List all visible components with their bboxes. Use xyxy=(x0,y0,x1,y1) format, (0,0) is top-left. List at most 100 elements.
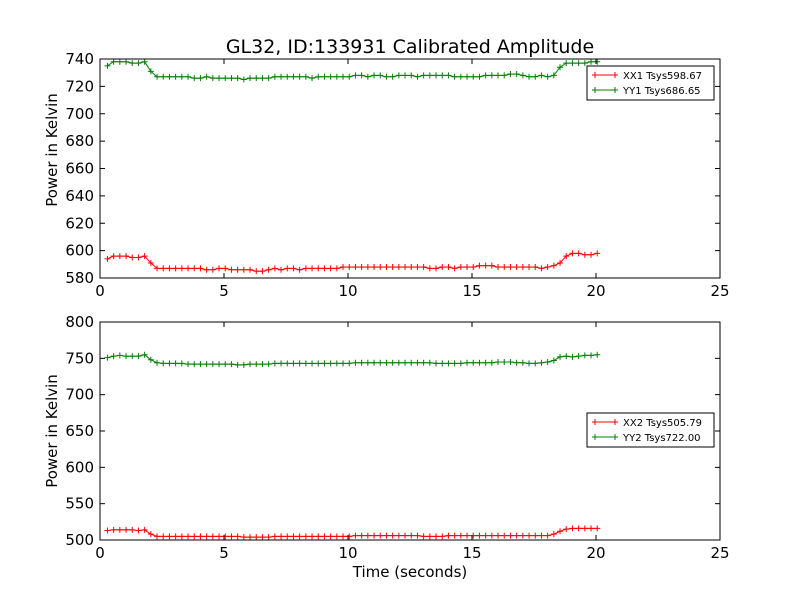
legend-label: XX1 Tsys598.67 xyxy=(623,71,702,82)
data-point xyxy=(185,361,192,368)
data-point xyxy=(488,532,495,539)
data-point xyxy=(544,358,551,365)
data-point xyxy=(191,533,198,540)
data-point xyxy=(290,533,297,540)
data-point xyxy=(302,360,309,367)
data-point xyxy=(538,532,545,539)
data-point xyxy=(290,265,297,272)
data-point xyxy=(482,359,489,366)
data-point xyxy=(216,75,223,82)
data-point xyxy=(439,264,446,271)
data-point xyxy=(569,353,576,360)
data-point xyxy=(123,353,130,360)
data-point xyxy=(470,359,477,366)
x-tick-label: 10 xyxy=(338,282,357,300)
data-point xyxy=(482,532,489,539)
y-tick-label: 720 xyxy=(65,77,94,95)
data-point xyxy=(383,73,390,80)
data-point xyxy=(420,264,427,271)
data-point xyxy=(110,253,117,260)
x-tick-label: 5 xyxy=(219,544,229,562)
data-point xyxy=(464,532,471,539)
data-point xyxy=(327,265,334,272)
data-point xyxy=(495,358,502,365)
data-point xyxy=(166,73,173,80)
data-point xyxy=(302,265,309,272)
data-point xyxy=(234,533,241,540)
data-point xyxy=(110,526,117,533)
data-point xyxy=(476,73,483,80)
data-point xyxy=(135,353,142,360)
data-point xyxy=(594,525,601,532)
y-tick-label: 700 xyxy=(65,105,94,123)
data-point xyxy=(569,250,576,257)
data-point xyxy=(203,73,210,80)
data-point xyxy=(178,265,185,272)
plot-bottom: 0 5 10 15 20 25 500 550 600 650 700 750 800 XX2 Tsys5… xyxy=(65,313,729,562)
data-point xyxy=(346,264,353,271)
data-point xyxy=(371,359,378,366)
x-axis-label: Time (seconds) xyxy=(352,563,468,581)
data-point xyxy=(532,532,539,539)
data-point xyxy=(141,526,148,533)
data-point xyxy=(315,73,322,80)
data-point xyxy=(185,265,192,272)
data-point xyxy=(470,73,477,80)
data-point xyxy=(315,360,322,367)
data-point xyxy=(333,265,340,272)
data-point xyxy=(557,528,564,535)
data-point xyxy=(588,352,595,359)
data-point xyxy=(333,73,340,80)
data-point xyxy=(265,266,272,273)
data-point xyxy=(457,360,464,367)
data-point xyxy=(290,360,297,367)
data-point xyxy=(395,264,402,271)
data-point xyxy=(358,264,365,271)
data-point xyxy=(538,265,545,272)
data-point xyxy=(216,533,223,540)
data-point xyxy=(526,360,533,367)
data-point xyxy=(557,353,564,360)
data-point xyxy=(271,73,278,80)
data-point xyxy=(445,532,452,539)
legend: XX1 Tsys598.67 YY1 Tsys686.65 xyxy=(586,65,715,101)
data-point xyxy=(575,60,582,67)
data-point xyxy=(234,75,241,82)
data-point xyxy=(172,73,179,80)
data-point xyxy=(265,534,272,541)
data-point xyxy=(532,73,539,80)
data-point xyxy=(377,359,384,366)
data-point xyxy=(129,254,136,261)
data-point xyxy=(526,532,533,539)
y-axis-label-bottom: Power in Kelvin xyxy=(43,374,61,488)
data-point xyxy=(383,264,390,271)
data-point xyxy=(197,265,204,272)
data-point xyxy=(147,259,154,266)
data-point xyxy=(178,360,185,367)
data-point xyxy=(569,525,576,532)
data-point xyxy=(259,361,266,368)
data-point xyxy=(476,532,483,539)
data-point xyxy=(420,359,427,366)
data-point xyxy=(203,533,210,540)
x-tick-label: 10 xyxy=(338,544,357,562)
data-point xyxy=(383,359,390,366)
legend-marker xyxy=(592,87,618,93)
data-point xyxy=(364,359,371,366)
data-point xyxy=(538,359,545,366)
data-point xyxy=(532,360,539,367)
data-point xyxy=(433,533,440,540)
data-point xyxy=(414,264,421,271)
data-point xyxy=(451,73,458,80)
data-point xyxy=(426,359,433,366)
data-point xyxy=(160,533,167,540)
data-point xyxy=(420,72,427,79)
data-point xyxy=(563,253,570,260)
data-point xyxy=(265,361,272,368)
legend-label: YY2 Tsys722.00 xyxy=(622,433,701,444)
data-point xyxy=(389,359,396,366)
data-point xyxy=(271,265,278,272)
data-point xyxy=(160,360,167,367)
data-point xyxy=(278,73,285,80)
data-point xyxy=(464,73,471,80)
